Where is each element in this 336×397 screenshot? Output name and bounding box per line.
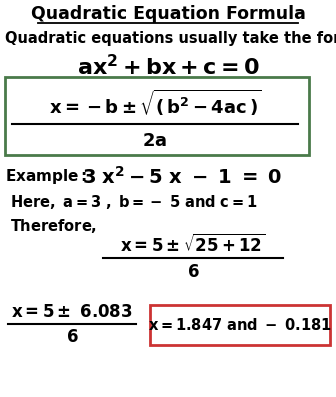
Text: $\mathbf{2a}$: $\mathbf{2a}$	[142, 132, 168, 150]
Text: Quadratic Equation Formula: Quadratic Equation Formula	[31, 5, 305, 23]
Bar	[150, 305, 330, 345]
Text: Quadratic equations usually take the form: Quadratic equations usually take the for…	[5, 31, 336, 46]
Text: $\mathbf{Therefore,}$: $\mathbf{Therefore,}$	[10, 217, 97, 235]
Text: $\mathbf{x = - b \pm \sqrt{(\,b^2 - 4ac\,)}}$: $\mathbf{x = - b \pm \sqrt{(\,b^2 - 4ac\…	[49, 88, 261, 118]
Text: $\mathbf{6}$: $\mathbf{6}$	[66, 328, 78, 346]
Text: $\mathbf{x = 5 \pm \ 6.083}$: $\mathbf{x = 5 \pm \ 6.083}$	[11, 303, 133, 321]
Text: $\mathbf{6}$: $\mathbf{6}$	[187, 263, 199, 281]
Text: $\mathbf{3\ x^2 - 5\ x\ -\ 1\ =\ 0}$: $\mathbf{3\ x^2 - 5\ x\ -\ 1\ =\ 0}$	[82, 166, 282, 188]
Text: $\mathbf{x = 5 \pm \sqrt{25 + 12}}$: $\mathbf{x = 5 \pm \sqrt{25 + 12}}$	[120, 234, 266, 256]
Text: $\mathbf{Example:}$: $\mathbf{Example:}$	[5, 168, 87, 187]
Text: $\mathbf{x = 1.847\ and\ -\ 0.181}$: $\mathbf{x = 1.847\ and\ -\ 0.181}$	[148, 317, 332, 333]
Bar	[5, 77, 309, 155]
Text: $\mathbf{ax^2 + bx + c = 0}$: $\mathbf{ax^2 + bx + c = 0}$	[77, 54, 259, 80]
Text: $\mathbf{Here,\ a = 3\ ,\ b = -\ 5\ and\ c = 1}$: $\mathbf{Here,\ a = 3\ ,\ b = -\ 5\ and\…	[10, 193, 258, 211]
